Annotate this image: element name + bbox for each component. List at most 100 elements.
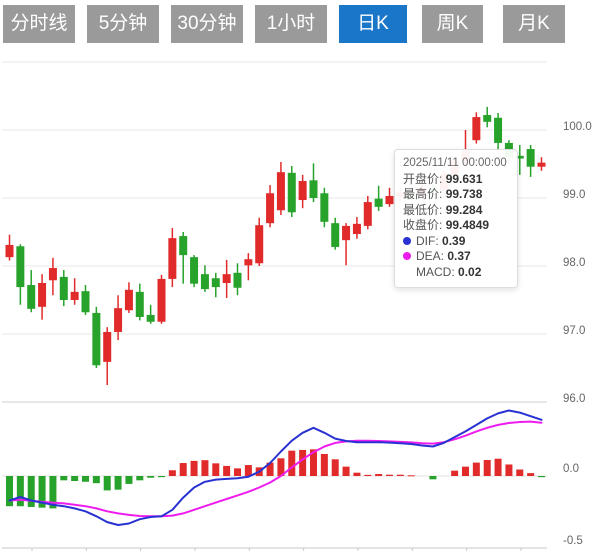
macd-histogram-bar[interactable] xyxy=(451,470,459,476)
macd-histogram-bar[interactable] xyxy=(16,476,24,507)
macd-histogram-bar[interactable] xyxy=(92,476,100,484)
candle-body[interactable] xyxy=(287,172,296,213)
macd-histogram-bar[interactable] xyxy=(320,453,328,476)
tab-timeline[interactable]: 分时线 xyxy=(3,5,75,43)
macd-histogram-bar[interactable] xyxy=(472,462,480,476)
candle-body[interactable] xyxy=(146,314,155,322)
macd-histogram-bar[interactable] xyxy=(516,469,524,476)
macd-histogram-bar[interactable] xyxy=(505,464,513,476)
candle-body[interactable] xyxy=(276,172,285,211)
candle-body[interactable] xyxy=(374,198,383,207)
candle-body[interactable] xyxy=(200,274,209,290)
macd-histogram-bar[interactable] xyxy=(114,476,122,490)
macd-histogram-bar[interactable] xyxy=(537,476,545,478)
candle-body[interactable] xyxy=(494,117,503,143)
macd-histogram-bar[interactable] xyxy=(375,473,383,476)
macd-histogram-bar[interactable] xyxy=(136,476,144,481)
candle-body[interactable] xyxy=(298,181,307,201)
candle-body[interactable] xyxy=(38,283,47,307)
candle-body[interactable] xyxy=(320,193,329,222)
candle-body[interactable] xyxy=(70,291,79,300)
macd-histogram-bar[interactable] xyxy=(396,474,404,476)
macd-histogram-bar[interactable] xyxy=(527,473,535,476)
candle-body[interactable] xyxy=(483,115,492,122)
tab-1hour[interactable]: 1小时 xyxy=(255,5,327,43)
macd-histogram-bar[interactable] xyxy=(483,460,491,476)
open-label: 开盘价: xyxy=(403,171,443,186)
candle-body[interactable] xyxy=(363,202,372,226)
candle-body[interactable] xyxy=(114,308,123,332)
macd-histogram-bar[interactable] xyxy=(461,466,469,476)
candle-body[interactable] xyxy=(103,331,112,362)
macd-histogram-bar[interactable] xyxy=(494,458,502,476)
candle-body[interactable] xyxy=(135,291,144,317)
macd-histogram-bar[interactable] xyxy=(407,475,415,477)
candle-body[interactable] xyxy=(92,312,101,366)
macd-histogram-bar[interactable] xyxy=(125,476,133,484)
macd-histogram-bar[interactable] xyxy=(157,476,165,478)
macd-histogram-bar[interactable] xyxy=(244,465,252,476)
candle-body[interactable] xyxy=(255,225,264,264)
macd-histogram-bar[interactable] xyxy=(81,476,89,482)
macd-histogram-bar[interactable] xyxy=(168,470,176,476)
macd-histogram-bar[interactable] xyxy=(27,476,35,507)
candle-body[interactable] xyxy=(5,244,14,258)
candle-body[interactable] xyxy=(233,272,242,288)
macd-histogram-bar[interactable] xyxy=(309,449,317,476)
tab-monthly-k[interactable]: 月K xyxy=(503,5,565,43)
candle-body[interactable] xyxy=(59,276,68,300)
macd-histogram-bar[interactable] xyxy=(299,449,307,476)
tab-weekly-k[interactable]: 周K xyxy=(422,5,483,43)
macd-histogram-bar[interactable] xyxy=(223,465,231,476)
macd-histogram-bar[interactable] xyxy=(277,458,285,476)
macd-histogram-bar[interactable] xyxy=(342,466,350,476)
tab-daily-k[interactable]: 日K xyxy=(339,5,407,43)
candle-body[interactable] xyxy=(515,155,524,159)
candle-body[interactable] xyxy=(309,180,318,198)
macd-histogram-bar[interactable] xyxy=(103,476,111,491)
macd-histogram-bar[interactable] xyxy=(38,476,46,508)
candle-body[interactable] xyxy=(244,259,253,266)
candle-body[interactable] xyxy=(266,193,275,224)
macd-histogram-bar[interactable] xyxy=(429,476,437,480)
candle-body[interactable] xyxy=(179,236,188,256)
candle-body[interactable] xyxy=(48,268,57,281)
open-value: 99.631 xyxy=(445,171,483,186)
macd-histogram-bar[interactable] xyxy=(233,468,241,476)
macd-histogram-bar[interactable] xyxy=(331,459,339,476)
candle-body[interactable] xyxy=(342,225,351,241)
candle-body[interactable] xyxy=(352,223,361,235)
macd-histogram-bar[interactable] xyxy=(71,476,79,482)
candle-body[interactable] xyxy=(211,278,220,288)
tab-30min[interactable]: 30分钟 xyxy=(171,5,243,43)
macd-histogram-bar[interactable] xyxy=(49,476,57,509)
candle-body[interactable] xyxy=(168,238,177,279)
candle-body[interactable] xyxy=(331,223,340,247)
macd-histogram-bar[interactable] xyxy=(6,476,13,507)
macd-histogram-bar[interactable] xyxy=(190,460,198,476)
macd-histogram-bar[interactable] xyxy=(212,463,220,476)
macd-histogram-bar[interactable] xyxy=(385,474,393,476)
candle-body[interactable] xyxy=(16,246,25,288)
candle-body[interactable] xyxy=(27,285,36,309)
candle-body[interactable] xyxy=(124,289,133,311)
candle-body[interactable] xyxy=(81,291,90,313)
tab-5min[interactable]: 5分钟 xyxy=(87,5,159,43)
macd-histogram-bar[interactable] xyxy=(60,476,68,481)
candle-body[interactable] xyxy=(537,162,546,167)
macd-histogram-bar[interactable] xyxy=(201,460,209,476)
candle-body[interactable] xyxy=(526,149,535,167)
candle-body[interactable] xyxy=(472,117,481,141)
macd-histogram-bar[interactable] xyxy=(353,472,361,476)
candle-body[interactable] xyxy=(222,274,231,283)
candle-body[interactable] xyxy=(190,257,199,284)
tooltip-close-row: 收盘价: 99.4849 xyxy=(403,218,509,234)
macd-histogram-bar[interactable] xyxy=(364,474,372,476)
macd-histogram-bar[interactable] xyxy=(288,450,296,476)
macd-histogram-bar[interactable] xyxy=(147,476,155,478)
candle-body[interactable] xyxy=(385,195,394,205)
candle-body[interactable] xyxy=(157,278,166,322)
macd-histogram-bar[interactable] xyxy=(266,462,274,476)
macd-histogram-bar[interactable] xyxy=(179,463,187,476)
